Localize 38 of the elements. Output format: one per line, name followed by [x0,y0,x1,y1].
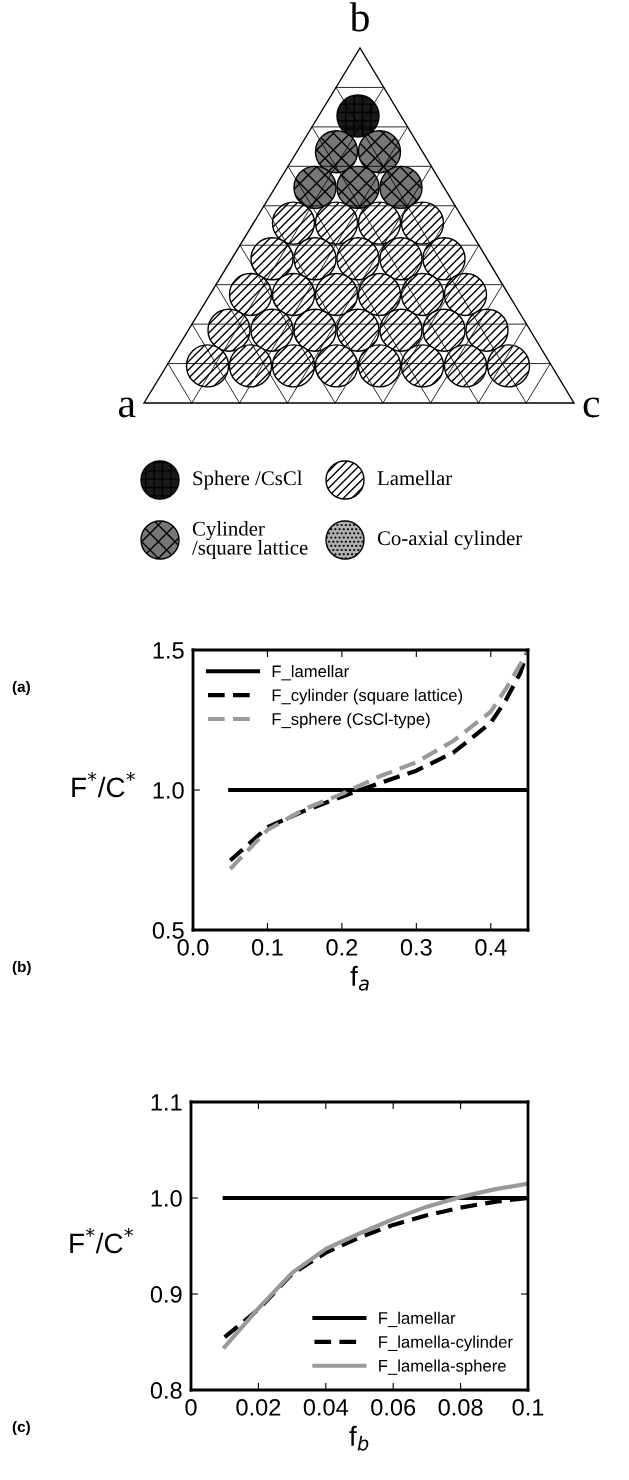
x-tick-label: 0.04 [303,1398,349,1416]
text: (a) [12,680,30,696]
text: (b) [12,960,31,976]
y-axis-title: F$^{*}$/C$^{*}$ [70,1227,133,1254]
x-axis-title: f$_{b}$ [349,1425,369,1451]
legend-label: F_lamellar [379,1311,456,1328]
x-tick-label: 0.2 [326,938,358,956]
y-tick-label: 0.5 [152,922,184,939]
x-tick-label: 0.06 [371,1398,416,1416]
x-tick-label: 0.4 [475,938,507,956]
x-tick-label: 0.3 [400,938,432,956]
category-label: Lamellar [377,470,452,486]
y-tick-label: 1.0 [153,782,184,799]
category-label: Co-axial cylinder [377,530,523,550]
x-tick-label: 0.1 [251,938,283,956]
y-tick-label: 1.0 [151,1190,182,1207]
legend-label: F_lamellar [272,665,349,681]
x-tick-label: 0.1 [512,1398,544,1416]
legend-label: F_lamella-cylinder [379,1335,513,1352]
legend-label: F_cylinder (square lattice) [272,688,463,705]
legend-label: F_sphere (CsCl-type) [272,712,430,729]
y-tick-label: 0.9 [150,1286,182,1303]
x-axis-title: f$_{a}$ [350,965,369,991]
text: b [349,2,369,32]
x-tick-label: 0.02 [236,1398,281,1416]
x-tick-label: 0.08 [438,1398,483,1416]
category-label: Sphere /CsCl [193,470,303,490]
legend-label: F_lamella-sphere [379,1359,506,1375]
y-axis-title: F$^{*}$/C$^{*}$ [72,771,135,798]
y-tick-label: 1.5 [153,642,184,659]
y-tick-label: 1.1 [151,1094,182,1111]
x-tick-label: 0 [185,1398,197,1416]
category-label: Cylinder /square lattice [192,521,308,559]
text: (c) [12,1420,30,1436]
y-tick-label: 0.8 [150,1382,182,1399]
text: c [583,397,600,418]
text: a [118,397,136,418]
x-tick-label: 0.0 [177,938,209,956]
